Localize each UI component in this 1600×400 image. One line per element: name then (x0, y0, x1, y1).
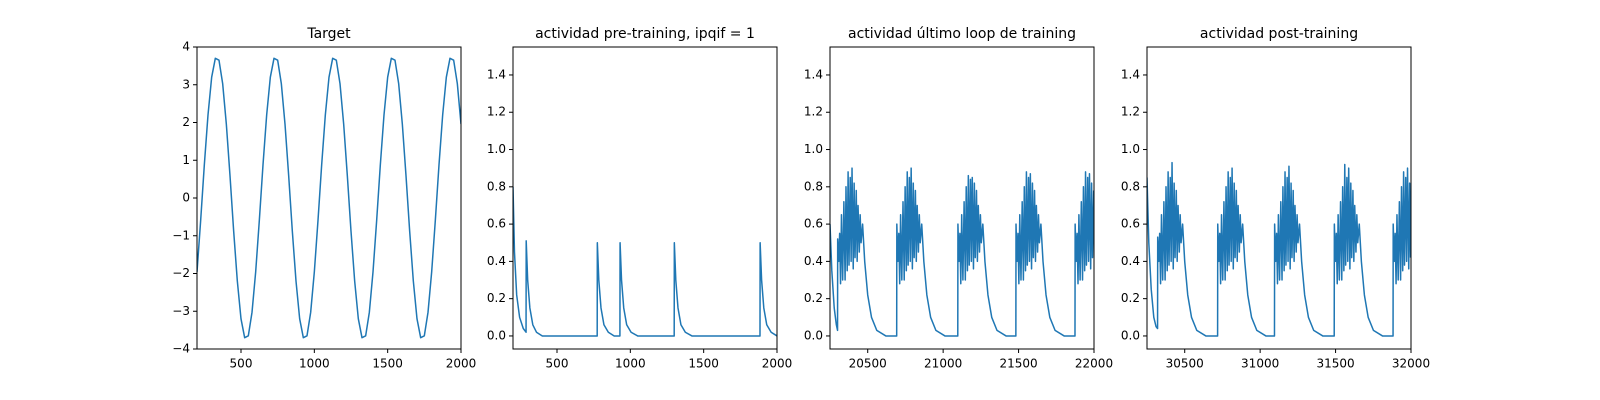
y-tick-label: 0.0 (1121, 328, 1140, 342)
y-tick-label: 1 (182, 153, 190, 167)
x-tick-label: 2000 (446, 357, 477, 371)
x-tick-label: 21000 (924, 357, 962, 371)
y-tick-label: 1.2 (1121, 105, 1140, 119)
subplot-title: actividad último loop de training (848, 26, 1076, 42)
y-tick-label: 1.4 (487, 67, 506, 81)
axes-frame (1146, 46, 1412, 350)
y-tick-label: 0.8 (1121, 179, 1140, 193)
x-tick-label: 500 (546, 357, 569, 371)
y-tick-label: 1.2 (804, 105, 823, 119)
subplot: actividad post-training 30500 31000 31500 32… (1121, 26, 1430, 371)
x-tick-label: 2000 (762, 357, 793, 371)
y-tick-label: 0.2 (487, 291, 506, 305)
x-tick-label: 1500 (372, 357, 403, 371)
y-tick-label: 4 (182, 40, 190, 54)
y-tick-label: −3 (172, 304, 190, 318)
data-line (830, 167, 1094, 337)
axes-frame (829, 46, 1095, 350)
y-tick-label: 0.4 (1121, 254, 1140, 268)
y-tick-label: 1.4 (1121, 67, 1140, 81)
x-tick-label: 32000 (1392, 357, 1430, 371)
y-tick-label: −1 (172, 228, 190, 242)
subplot: actividad pre-training, ipqif = 1 500 1000… (487, 26, 792, 371)
y-tick-label: 1.0 (804, 142, 823, 156)
y-tick-label: 2 (182, 115, 190, 129)
y-tick-label: 0.2 (1121, 291, 1140, 305)
data-line (197, 57, 461, 339)
y-tick-label: −2 (172, 266, 190, 280)
x-tick-label: 22000 (1075, 357, 1113, 371)
y-tick-label: 1.2 (487, 105, 506, 119)
y-tick-label: 0.4 (804, 254, 823, 268)
x-tick-label: 500 (230, 357, 253, 371)
axes-frame (196, 46, 462, 350)
y-tick-label: 0 (182, 191, 190, 205)
y-tick-label: −4 (172, 342, 190, 356)
x-tick-label: 31500 (1316, 357, 1354, 371)
subplot: Target 500 1000 1500 2000 −4 −3 −2 −1 0 1 2 3 4 (172, 26, 476, 371)
y-tick-label: 0.0 (804, 328, 823, 342)
data-line (513, 186, 777, 337)
y-tick-label: 0.2 (804, 291, 823, 305)
y-tick-label: 1.4 (804, 67, 823, 81)
x-tick-label: 30500 (1166, 357, 1204, 371)
y-tick-label: 0.8 (804, 179, 823, 193)
y-tick-label: 0.0 (487, 328, 506, 342)
y-tick-label: 0.6 (487, 217, 506, 231)
x-tick-label: 1500 (688, 357, 719, 371)
y-tick-label: 1.0 (487, 142, 506, 156)
axes-frame (512, 46, 778, 350)
x-tick-label: 1000 (299, 357, 330, 371)
y-tick-label: 3 (182, 77, 190, 91)
x-tick-label: 1000 (615, 357, 646, 371)
y-tick-label: 0.6 (1121, 217, 1140, 231)
y-tick-label: 0.4 (487, 254, 506, 268)
x-tick-label: 21500 (999, 357, 1037, 371)
y-tick-label: 0.8 (487, 179, 506, 193)
subplot-title: actividad post-training (1200, 26, 1358, 42)
data-line (1147, 161, 1411, 337)
y-tick-label: 1.0 (1121, 142, 1140, 156)
subplot: actividad último loop de training 20500 21… (804, 26, 1113, 371)
subplot-title: actividad pre-training, ipqif = 1 (535, 26, 755, 42)
y-tick-label: 0.6 (804, 217, 823, 231)
subplot-title: Target (306, 26, 351, 42)
x-tick-label: 31000 (1241, 357, 1279, 371)
x-tick-label: 20500 (849, 357, 887, 371)
